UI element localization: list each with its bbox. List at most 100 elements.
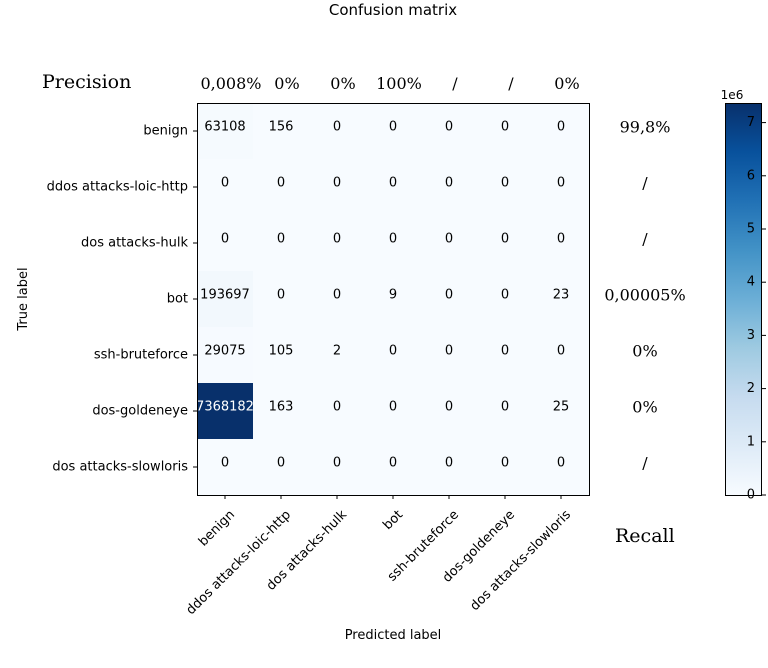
cell-value: 25 xyxy=(553,400,570,415)
matrix-cell xyxy=(365,439,421,495)
colorbar-tick-label: 4 xyxy=(747,275,755,290)
cell-value: 0 xyxy=(221,176,229,191)
x-tick-label: bot xyxy=(380,507,406,533)
recall-value: 99,8% xyxy=(620,118,671,137)
matrix-cell xyxy=(477,215,533,271)
cell-value: 23 xyxy=(553,288,570,303)
matrix-cell xyxy=(197,327,253,383)
matrix-cell xyxy=(533,271,589,327)
cell-value: 0 xyxy=(333,288,341,303)
cell-value: 0 xyxy=(445,456,453,471)
recall-heading: Recall xyxy=(615,525,675,547)
precision-value: 0% xyxy=(274,74,299,93)
recall-value: / xyxy=(642,174,648,193)
cell-value: 0 xyxy=(221,456,229,471)
cell-value: 0 xyxy=(333,456,341,471)
matrix-cell xyxy=(421,159,477,215)
x-tick-label: dos attacks-slowloris xyxy=(468,507,575,614)
cell-value: 105 xyxy=(269,344,294,359)
matrix-cell xyxy=(365,215,421,271)
precision-value: 0,008% xyxy=(200,74,261,93)
cell-value: 0 xyxy=(445,344,453,359)
precision-value: 0% xyxy=(554,74,579,93)
cell-value: 0 xyxy=(333,400,341,415)
matrix-cell xyxy=(197,103,253,159)
colorbar-tick-label: 3 xyxy=(747,328,755,343)
cell-value: 0 xyxy=(277,288,285,303)
matrix-cell xyxy=(253,271,309,327)
cell-value: 0 xyxy=(557,176,565,191)
recall-value: 0,00005% xyxy=(604,286,685,305)
cell-value: 0 xyxy=(389,120,397,135)
cell-value: 156 xyxy=(269,120,294,135)
cell-value: 193697 xyxy=(200,288,250,303)
colorbar-gradient xyxy=(726,103,762,495)
cell-value: 0 xyxy=(389,456,397,471)
matrix-cell xyxy=(309,439,365,495)
cell-value: 9 xyxy=(389,288,397,303)
precision-heading: Precision xyxy=(42,71,131,93)
colorbar-tick-label: 6 xyxy=(747,168,755,183)
colorbar-tick-label: 7 xyxy=(747,115,755,130)
cell-value: 63108 xyxy=(204,120,245,135)
matrix-cell xyxy=(477,103,533,159)
colorbar-scale-label: 1e6 xyxy=(721,88,744,102)
y-tick-label: ddos attacks-loic-http xyxy=(47,180,188,195)
cell-value: 0 xyxy=(277,232,285,247)
cell-value: 29075 xyxy=(204,344,245,359)
cell-value: 0 xyxy=(445,176,453,191)
cell-value: 0 xyxy=(389,232,397,247)
matrix-cell xyxy=(421,327,477,383)
matrix-cell xyxy=(253,383,309,439)
colorbar-tick-label: 2 xyxy=(747,381,755,396)
matrix-cell xyxy=(421,103,477,159)
matrix-cell xyxy=(309,103,365,159)
matrix-cell xyxy=(309,159,365,215)
y-tick-label: bot xyxy=(167,292,188,307)
recall-value: / xyxy=(642,230,648,249)
matrix-cell xyxy=(309,215,365,271)
cell-value: 0 xyxy=(333,176,341,191)
colorbar-tick-label: 0 xyxy=(747,488,755,503)
matrix-cell xyxy=(253,103,309,159)
cell-value: 0 xyxy=(557,232,565,247)
cell-value: 0 xyxy=(501,456,509,471)
cell-value: 0 xyxy=(277,176,285,191)
matrix-cell xyxy=(365,383,421,439)
matrix-cell xyxy=(477,271,533,327)
colorbar: 1e6 0 1 2 3 4 5 6 7 xyxy=(721,88,766,503)
matrix-cell xyxy=(253,159,309,215)
matrix-cell xyxy=(533,103,589,159)
cell-value: 0 xyxy=(445,400,453,415)
colorbar-tick-label: 1 xyxy=(747,434,755,449)
matrix-cell xyxy=(253,215,309,271)
precision-value: / xyxy=(452,74,458,93)
x-tick-label: ddos attacks-loic-http xyxy=(183,507,294,618)
recall-value: / xyxy=(642,454,648,473)
matrix-cell xyxy=(309,271,365,327)
colorbar-tick-label: 5 xyxy=(747,221,755,236)
cell-value: 0 xyxy=(277,456,285,471)
cell-value: 0 xyxy=(501,176,509,191)
matrix-cell xyxy=(533,159,589,215)
cell-value: 0 xyxy=(501,120,509,135)
y-tick-label: benign xyxy=(143,124,188,139)
cell-value: 0 xyxy=(445,288,453,303)
matrix-cell xyxy=(477,327,533,383)
precision-value: 100% xyxy=(376,74,422,93)
cell-value: 0 xyxy=(501,400,509,415)
matrix-cell xyxy=(197,159,253,215)
cell-value: 2 xyxy=(333,344,341,359)
precision-value: / xyxy=(508,74,514,93)
chart-title: Confusion matrix xyxy=(329,1,457,19)
matrix-cell xyxy=(421,271,477,327)
cell-value: 163 xyxy=(269,400,294,415)
matrix-cell xyxy=(309,383,365,439)
matrix-cell xyxy=(477,439,533,495)
matrix-cell xyxy=(253,327,309,383)
cell-value: 0 xyxy=(557,344,565,359)
matrix-cell xyxy=(477,383,533,439)
cell-value: 0 xyxy=(501,232,509,247)
cell-value: 0 xyxy=(389,400,397,415)
